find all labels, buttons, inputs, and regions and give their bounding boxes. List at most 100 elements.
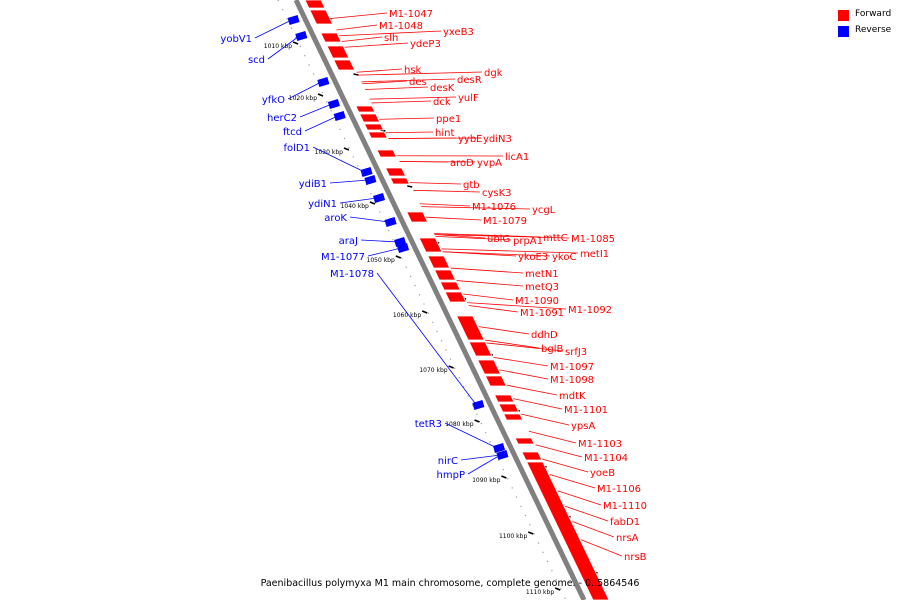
forward-label-leader — [468, 305, 519, 313]
forward-gene — [526, 461, 610, 600]
forward-label-leader — [564, 505, 609, 522]
scale-tick — [317, 93, 324, 97]
reverse-label-leader — [329, 179, 369, 184]
gene-label-m1-1047: M1-1047 — [389, 9, 433, 20]
gene-label-dck: dck — [433, 97, 451, 108]
reverse-gene — [295, 31, 308, 41]
gene-label-m1-1079: M1-1079 — [483, 216, 527, 227]
reverse-gene — [373, 193, 386, 203]
gene-label-hint: hint — [435, 128, 454, 139]
reverse-label-leader — [467, 454, 501, 475]
forward-gene — [385, 167, 407, 177]
scale-tick-label: 1040 kbp — [341, 203, 369, 210]
forward-label-leader — [463, 293, 514, 301]
forward-label-leader — [409, 182, 462, 185]
legend-reverse-label: Reverse — [855, 25, 892, 35]
forward-gene — [468, 341, 493, 357]
minor-tick — [353, 73, 359, 76]
gene-label-cysk3: cysK3 — [482, 188, 512, 199]
gene-label-ykoc: ykoC — [552, 252, 576, 263]
gene-label-desr: desR — [457, 75, 482, 86]
gene-label-scd: scd — [248, 55, 265, 66]
gene-label-srfj3: srfJ3 — [565, 347, 587, 358]
forward-label-leader — [421, 206, 531, 210]
reverse-label-leader — [376, 272, 477, 406]
forward-label-leader — [572, 521, 615, 538]
gene-label-nirc: nirC — [438, 456, 458, 467]
scale-tick-label: 1030 kbp — [315, 149, 343, 156]
forward-gene — [456, 315, 485, 341]
reverse-label-leader — [367, 247, 402, 257]
gene-label-yoeb: yoeB — [590, 468, 615, 479]
gene-label-m1-1085: M1-1085 — [571, 234, 615, 245]
scale-tick-label: 1070 kbp — [419, 367, 447, 374]
forward-label-leader — [362, 80, 408, 85]
forward-label-leader — [379, 117, 435, 120]
gene-label-m1-1106: M1-1106 — [597, 484, 641, 495]
gene-label-tetr3: tetR3 — [415, 419, 442, 430]
gene-label-ppe1: ppe1 — [436, 114, 461, 125]
forward-label-leader — [450, 267, 524, 274]
reverse-gene — [493, 443, 506, 453]
forward-label-leader — [434, 234, 570, 239]
forward-label-leader — [580, 539, 623, 557]
reverse-gene — [384, 217, 397, 227]
reverse-gene — [327, 99, 340, 109]
forward-label-leader — [419, 203, 471, 207]
forward-label-leader — [493, 356, 549, 367]
gene-label-ycgl: ycgL — [532, 205, 556, 216]
gene-label-desk: desK — [430, 83, 455, 94]
forward-gene — [304, 0, 326, 9]
feature-layer — [287, 0, 610, 600]
gene-label-araj: araJ — [339, 236, 358, 247]
gene-label-prpa1: prpA1 — [513, 236, 543, 247]
gene-label-nrsb: nrsB — [624, 552, 647, 563]
gene-label-herc2: herC2 — [267, 113, 297, 124]
scale-tick-label: 1020 kbp — [289, 95, 317, 102]
gene-label-mttc: mttC — [543, 233, 568, 244]
gene-label-arok: aroK — [324, 213, 347, 224]
forward-label-leader — [341, 36, 383, 42]
reverse-label-leader — [304, 115, 338, 132]
reverse-gene — [496, 450, 509, 460]
forward-label-leader — [485, 339, 540, 349]
forward-label-leader — [344, 42, 409, 48]
gene-label-dgk: dgk — [484, 68, 503, 79]
forward-gene — [514, 437, 535, 445]
forward-label-leader — [426, 216, 482, 221]
leader-layer — [254, 12, 623, 557]
gene-label-m1-1078: M1-1078 — [330, 269, 374, 280]
scale-tick-label: 1060 kbp — [393, 312, 421, 319]
forward-label-leader — [369, 96, 457, 100]
forward-label-leader — [528, 430, 577, 444]
forward-label-leader — [330, 12, 388, 19]
forward-gene — [367, 131, 388, 139]
forward-gene — [427, 255, 451, 269]
gene-label-yobv1: yobV1 — [220, 34, 252, 45]
reverse-gene — [360, 167, 373, 177]
forward-gene — [389, 177, 410, 185]
forward-label-leader — [549, 474, 596, 489]
forward-gene — [439, 281, 461, 291]
gene-label-ykoe3: ykoE3 — [518, 252, 548, 263]
forward-gene — [359, 113, 381, 123]
gene-label-m1-1101: M1-1101 — [564, 405, 608, 416]
forward-gene — [444, 291, 467, 303]
forward-label-leader — [478, 326, 530, 335]
gene-label-m1-1098: M1-1098 — [550, 375, 594, 386]
reverse-label-leader — [360, 239, 399, 243]
scale-tick-label: 1090 kbp — [472, 477, 500, 484]
legend-forward-label: Forward — [855, 9, 892, 19]
reverse-label-leader — [460, 454, 501, 461]
forward-gene — [406, 211, 429, 223]
forward-label-leader — [499, 369, 549, 380]
forward-gene — [477, 359, 502, 375]
forward-label-leader — [506, 384, 558, 396]
reverse-label-leader — [254, 19, 292, 39]
reverse-gene — [317, 77, 330, 87]
gene-label-m1-1097: M1-1097 — [550, 362, 594, 373]
gene-label-m1-1104: M1-1104 — [584, 453, 628, 464]
forward-label-leader — [371, 100, 432, 104]
